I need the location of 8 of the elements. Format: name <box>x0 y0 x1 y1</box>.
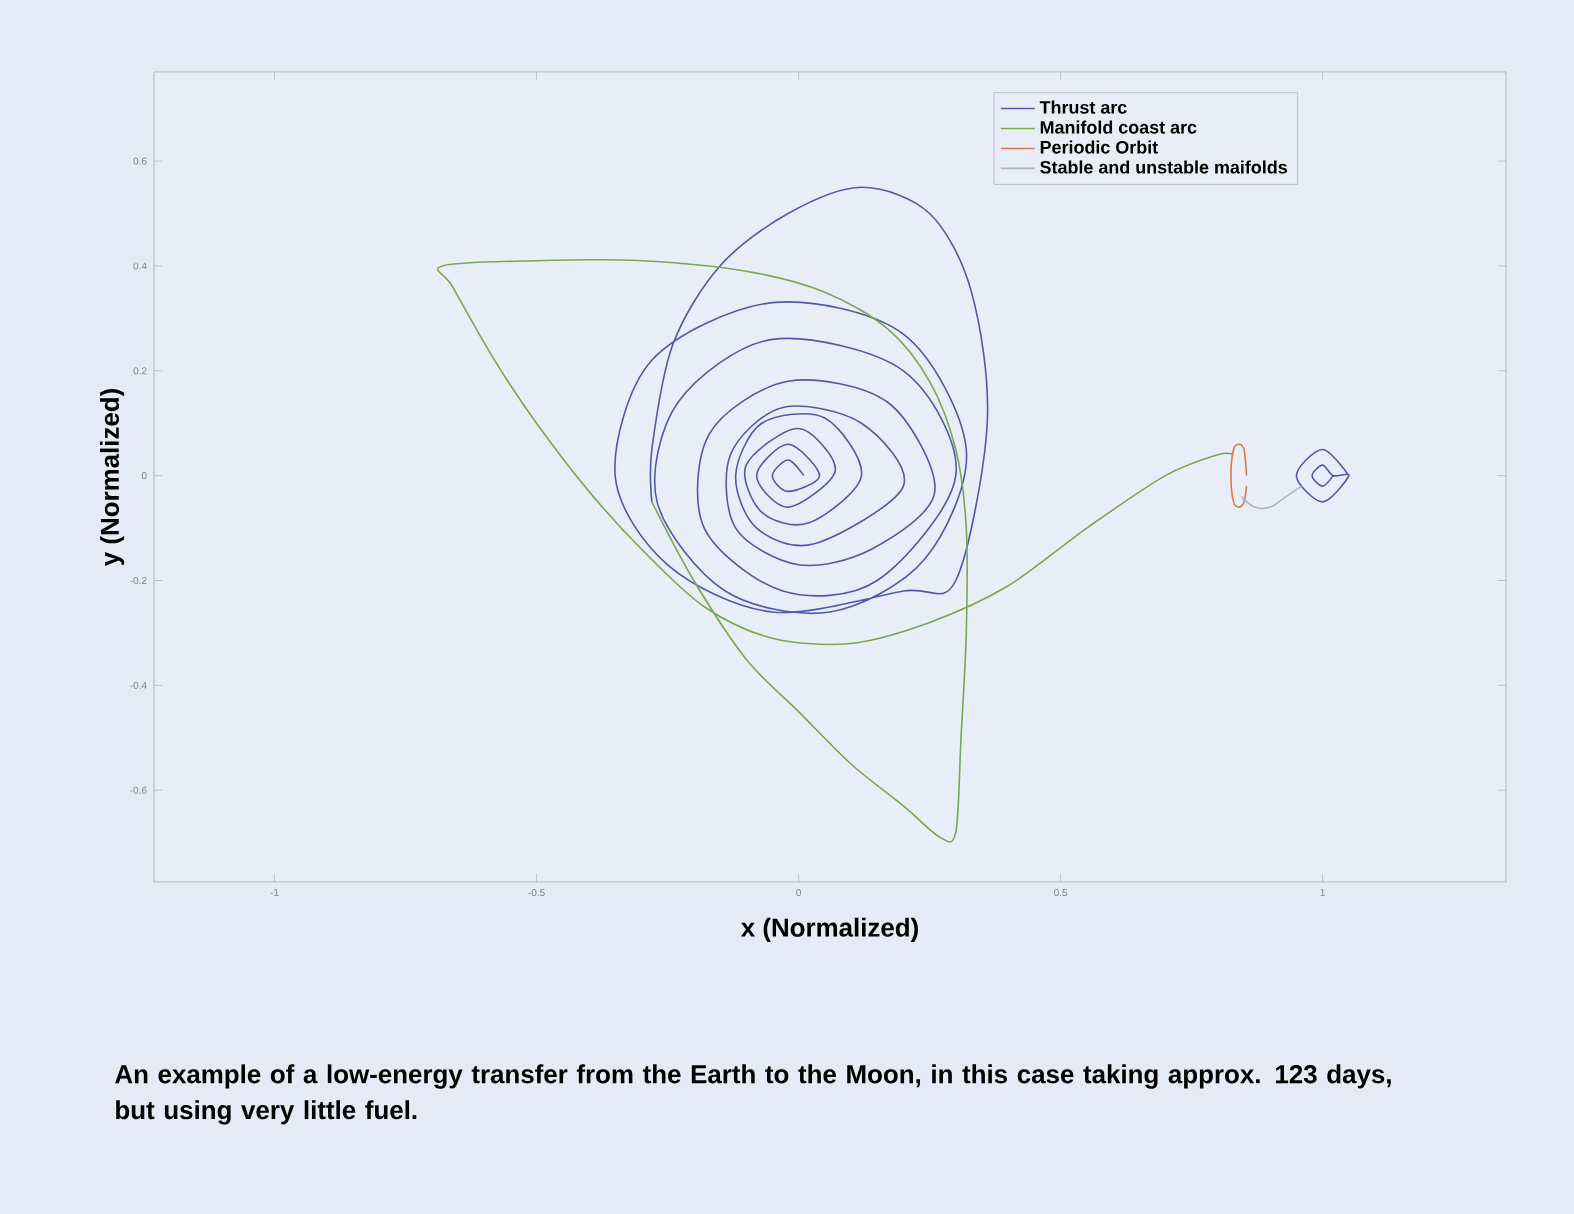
legend-label: Thrust arc <box>1039 100 1127 114</box>
x-axis-title: x (Normalized) <box>740 917 918 942</box>
line-series <box>1230 443 1248 508</box>
text: An example of a low-energy transfer from the Earth to the Moon, in this case taking approx. 123 days, but using very little fuel. <box>115 1064 1391 1125</box>
legend-label: Stable and unstable maifolds <box>1040 160 1287 174</box>
y-axis-title: y (Normalized) <box>99 389 125 567</box>
legend-label: Manifold coast arc <box>1040 120 1197 134</box>
legend-label: Periodic Orbit <box>1040 140 1158 154</box>
